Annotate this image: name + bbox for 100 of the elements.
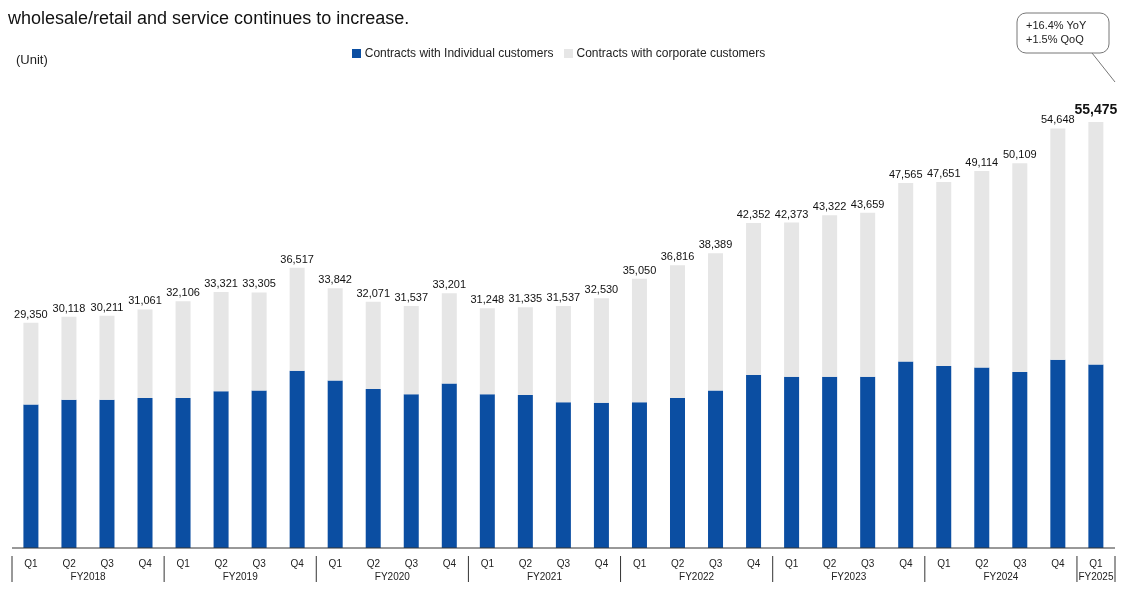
- x-tick-label: Q1: [632, 558, 647, 569]
- annotation: 50,109: [1002, 148, 1037, 161]
- bar: [327, 288, 343, 381]
- x-tick-label: Q3: [556, 558, 571, 569]
- annotation: 43,659: [850, 197, 885, 210]
- bar: [61, 399, 77, 548]
- x-tick-label: Q3: [861, 558, 875, 569]
- text: FY2025: [1078, 571, 1114, 582]
- x-tick-label: Q1: [24, 558, 39, 569]
- x-tick-label: Q3: [100, 558, 115, 569]
- bar: [403, 394, 419, 548]
- annotation: 42,352: [736, 207, 771, 220]
- x-tick-label: Q1: [785, 558, 799, 569]
- bar: [365, 389, 381, 548]
- text: FY2024: [983, 571, 1019, 582]
- x-tick-label: Q4: [138, 558, 153, 569]
- text: FY2023: [831, 571, 867, 582]
- annotation: 54,648: [1041, 113, 1075, 126]
- bar: [251, 390, 267, 548]
- bar: [99, 399, 115, 548]
- annotation: 36,517: [280, 252, 314, 265]
- x-tick-label: Q1: [176, 558, 191, 569]
- bar: [289, 370, 305, 548]
- x-tick-label: Q4: [747, 558, 761, 569]
- bar: [784, 222, 800, 377]
- x-tick-label: Q4: [290, 558, 305, 569]
- bar: [61, 316, 77, 400]
- bar: [898, 182, 914, 362]
- bar: [137, 309, 153, 399]
- bar: [99, 315, 115, 400]
- bar: [251, 292, 267, 391]
- annotation: 29,350: [14, 307, 48, 320]
- text: FY2018: [70, 571, 107, 582]
- bar: [327, 380, 343, 548]
- annotation: 47,565: [888, 167, 923, 180]
- x-tick-label: Q2: [366, 558, 381, 569]
- annotation: 35,050: [622, 263, 657, 276]
- annotation: 49,114: [965, 155, 999, 168]
- bar: [441, 293, 457, 384]
- annotation: 32,071: [356, 286, 391, 299]
- annotation: 31,537: [546, 291, 581, 304]
- annotation: 43,322: [812, 200, 847, 213]
- bar: [708, 253, 724, 391]
- bar: [936, 366, 952, 548]
- legend-label: Contracts with Individual customers: [364, 46, 554, 60]
- x-tick-label: Q4: [1051, 558, 1066, 569]
- annotation: 33,201: [432, 278, 467, 291]
- bar: [137, 398, 153, 548]
- bar: [1012, 163, 1028, 373]
- bar: [175, 398, 191, 548]
- bar: [974, 367, 990, 548]
- x-tick-label: Q2: [670, 558, 685, 569]
- x-tick-label: Q3: [252, 558, 267, 569]
- annotation: 47,651: [926, 167, 961, 180]
- x-tick-label: Q2: [518, 558, 533, 569]
- legend-label: Contracts with corporate customers: [576, 46, 766, 60]
- bar: [631, 402, 647, 548]
- bar: [365, 301, 381, 390]
- bar: [289, 267, 305, 371]
- annotation: 36,816: [660, 250, 695, 263]
- bar: [822, 215, 838, 377]
- bar: [1050, 128, 1066, 360]
- text: FY2021: [526, 571, 563, 582]
- text: (Unit): [16, 52, 48, 67]
- bar: [860, 212, 876, 377]
- x-tick-label: Q2: [214, 558, 229, 569]
- bar: [631, 278, 647, 403]
- annotation: 38,389: [698, 238, 733, 251]
- x-tick-label: Q2: [823, 558, 837, 569]
- annotation: 30,211: [90, 300, 124, 313]
- bar: [175, 301, 191, 399]
- annotation: 42,373: [774, 207, 809, 220]
- bar: [403, 306, 419, 395]
- bar: [860, 376, 876, 548]
- bar: [555, 306, 571, 403]
- x-tick-label: Q4: [899, 558, 913, 569]
- bar: [213, 291, 229, 392]
- text: FY2020: [374, 571, 411, 582]
- bar: [670, 398, 685, 548]
- x-tick-label: Q2: [975, 558, 989, 569]
- annotation: 33,305: [242, 277, 276, 290]
- x-tick-label: Q1: [937, 558, 951, 569]
- x-tick-label: Q1: [480, 558, 495, 569]
- annotation: 31,537: [394, 291, 429, 304]
- text: FY2019: [222, 571, 259, 582]
- bar: [479, 308, 495, 395]
- x-tick-label: Q3: [708, 558, 723, 569]
- bar: [784, 376, 800, 548]
- bar: [517, 395, 533, 548]
- x-tick-label: Q1: [1089, 558, 1104, 569]
- bar: [1088, 364, 1104, 548]
- bar: [1050, 359, 1066, 548]
- bar: [974, 170, 990, 368]
- x-tick-label: Q2: [62, 558, 77, 569]
- annotation: 32,530: [584, 283, 619, 296]
- bar: [1012, 372, 1028, 548]
- bar: [936, 182, 952, 367]
- bar: [746, 222, 762, 376]
- bar: [1088, 122, 1104, 365]
- bar: [670, 265, 685, 399]
